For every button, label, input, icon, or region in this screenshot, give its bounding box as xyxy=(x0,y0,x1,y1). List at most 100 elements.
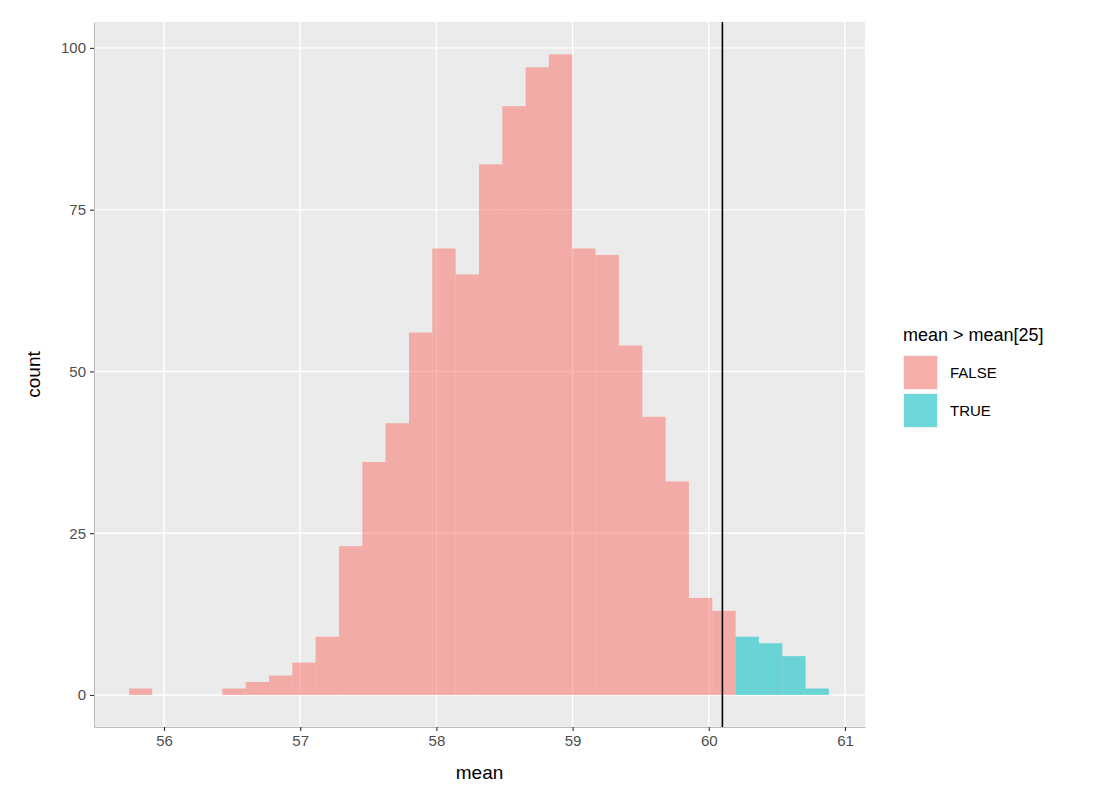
histogram-bar xyxy=(362,462,385,695)
tick-mark xyxy=(845,727,846,731)
histogram-bar xyxy=(316,636,339,637)
y-axis-title: count xyxy=(23,351,44,398)
chart: 56 57 58 59 60 61 0 25 50 75 100 mean count mean > me… xyxy=(0,0,1117,800)
histogram-bar xyxy=(502,106,525,695)
plot-area xyxy=(129,22,829,727)
histogram-bar xyxy=(526,67,549,695)
reference-line xyxy=(722,22,724,727)
histogram-bar xyxy=(689,597,712,598)
x-axis-title: mean xyxy=(456,762,504,783)
tick-mark xyxy=(164,727,165,731)
tick-label: 59 xyxy=(565,732,582,749)
tick-mark xyxy=(90,48,94,49)
histogram-bar xyxy=(222,688,245,694)
x-axis: 56 57 58 59 60 61 xyxy=(95,727,866,749)
tick-mark xyxy=(90,695,94,696)
histogram-bar xyxy=(222,688,245,689)
tick-mark xyxy=(436,727,437,731)
histogram-bar xyxy=(432,248,455,249)
histogram-bar xyxy=(176,694,199,695)
histogram-bar xyxy=(246,682,269,695)
histogram-bar xyxy=(432,248,455,694)
tick: 25 xyxy=(69,524,94,541)
grid-line-x xyxy=(163,22,164,727)
tick-label: 75 xyxy=(69,201,86,218)
tick: 59 xyxy=(565,727,582,749)
series-bars xyxy=(736,637,829,695)
histogram-bar xyxy=(549,54,572,695)
histogram-bar xyxy=(152,694,175,695)
histogram-bar xyxy=(782,656,805,695)
histogram-bar xyxy=(362,462,385,463)
tick-label: 61 xyxy=(837,732,854,749)
tick-mark xyxy=(90,371,94,372)
legend-title: mean > mean[25] xyxy=(903,325,1044,345)
tick-label: 25 xyxy=(69,524,86,541)
histogram-bar xyxy=(666,481,689,482)
legend-key xyxy=(904,394,937,427)
grid xyxy=(94,22,865,727)
histogram-bar xyxy=(386,423,409,695)
histogram-bar xyxy=(642,416,665,417)
histogram-bar xyxy=(292,663,315,695)
y-axis: 0 25 50 75 100 xyxy=(61,23,95,728)
histogram-bar xyxy=(596,255,619,695)
tick: 58 xyxy=(429,727,446,749)
histogram-bar xyxy=(199,694,222,695)
panel-background xyxy=(94,22,865,727)
histogram-bar xyxy=(526,67,549,68)
histogram-bar xyxy=(619,346,642,695)
histogram-bar xyxy=(456,274,479,275)
tick: 0 xyxy=(78,686,94,703)
histogram-bar xyxy=(759,643,782,695)
histogram-bar xyxy=(339,546,362,547)
tick: 50 xyxy=(69,363,94,380)
histogram-bar xyxy=(176,694,199,695)
histogram-bar xyxy=(339,546,362,695)
histogram-bar xyxy=(666,481,689,695)
histogram-bar xyxy=(572,248,595,249)
histogram-bar xyxy=(619,345,642,346)
tick-mark xyxy=(573,727,574,731)
axis-line xyxy=(94,23,95,728)
histogram-bar xyxy=(316,637,339,695)
histogram-bar xyxy=(152,694,175,695)
tick-label: 0 xyxy=(78,686,86,703)
legend-label: TRUE xyxy=(950,402,991,419)
legend: mean > mean[25] FALSE TRUE xyxy=(903,325,1044,428)
tick: 61 xyxy=(837,727,854,749)
histogram-bar xyxy=(479,164,502,165)
tick-label: 50 xyxy=(69,363,86,380)
tick: 60 xyxy=(701,727,718,749)
axis-line xyxy=(95,727,866,728)
tick: 100 xyxy=(61,39,94,56)
histogram-bar xyxy=(549,54,572,55)
histogram-bar xyxy=(199,694,222,695)
histogram-bar xyxy=(129,688,152,694)
grid-line-y xyxy=(94,47,865,48)
histogram-bar xyxy=(456,274,479,695)
tick-label: 60 xyxy=(701,732,718,749)
tick-label: 57 xyxy=(292,732,309,749)
legend-label: FALSE xyxy=(950,364,997,381)
histogram-bar xyxy=(736,637,759,695)
grid-line-x xyxy=(299,22,300,727)
histogram-bar xyxy=(269,675,292,676)
histogram-bar xyxy=(246,682,269,683)
histogram-bar xyxy=(269,676,292,695)
histogram-bar xyxy=(409,333,432,695)
histogram-bar xyxy=(292,662,315,663)
histogram-bar xyxy=(712,611,735,695)
tick-label: 58 xyxy=(429,732,446,749)
histogram-bar xyxy=(502,106,525,107)
tick-mark xyxy=(709,727,710,731)
tick-mark xyxy=(300,727,301,731)
histogram-bar xyxy=(479,164,502,695)
histogram-bar xyxy=(642,417,665,695)
legend-key xyxy=(904,356,937,389)
tick: 56 xyxy=(156,727,173,749)
histogram-bar xyxy=(596,254,619,255)
histogram-bar xyxy=(572,248,595,694)
grid-line-x xyxy=(844,22,845,727)
tick-label: 56 xyxy=(156,732,173,749)
